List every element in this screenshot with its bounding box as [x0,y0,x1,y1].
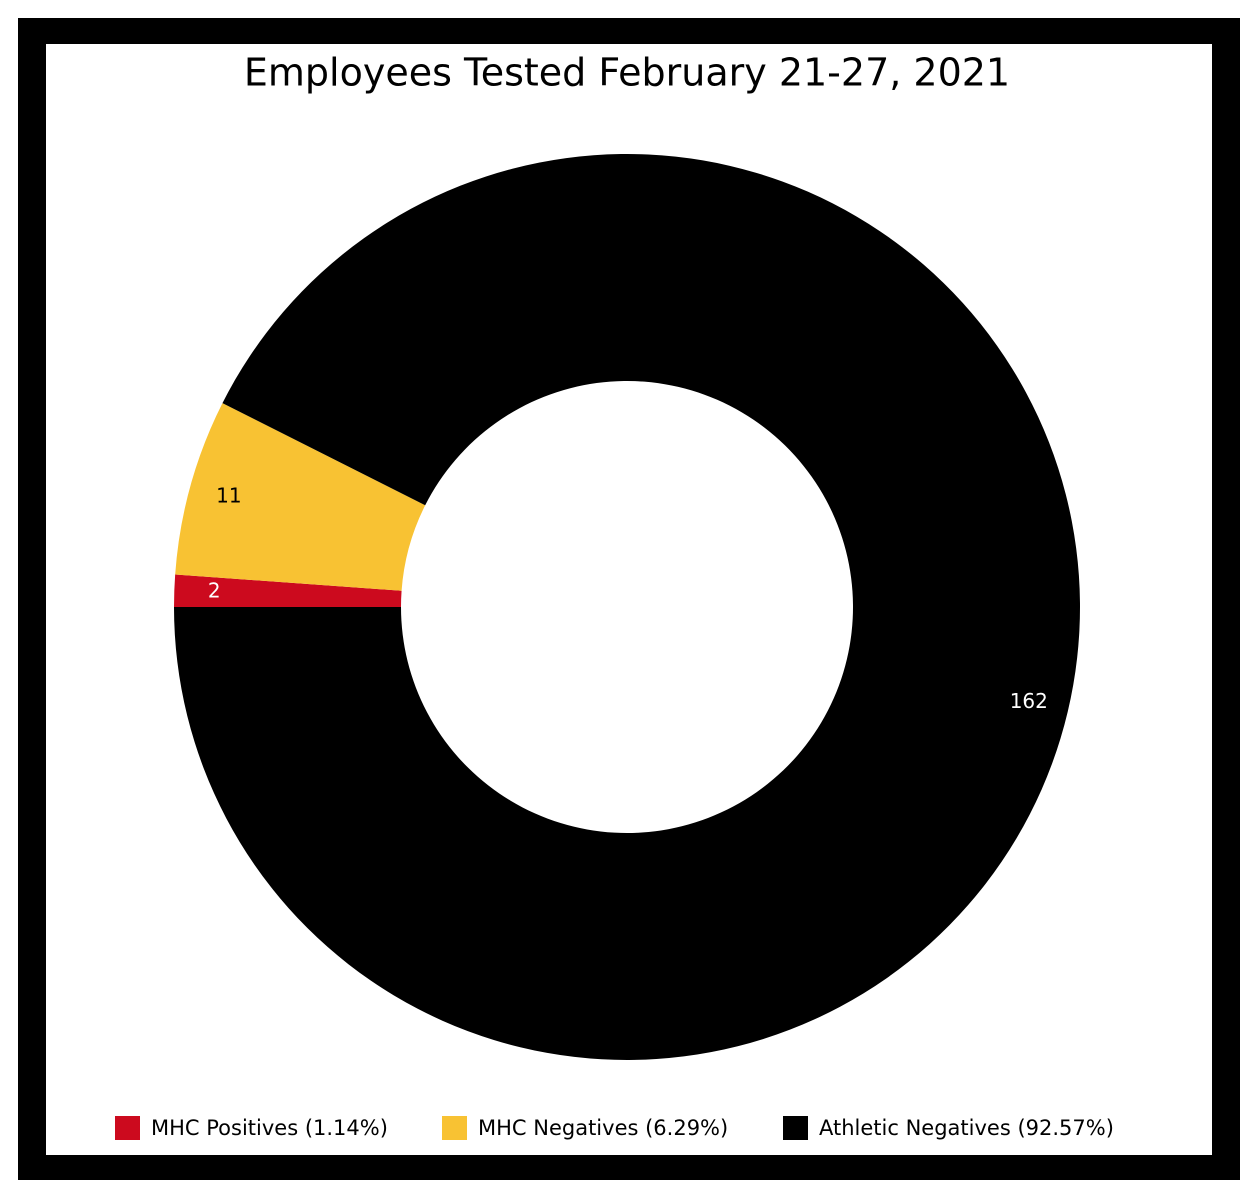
legend-swatch [115,1116,140,1140]
data-label: 11 [216,484,241,508]
donut-slice [175,403,426,591]
chart-title: Employees Tested February 21-27, 2021 [244,51,1010,95]
legend-label: MHC Negatives (6.29%) [478,1116,728,1140]
legend-label: Athletic Negatives (92.57%) [819,1116,1114,1140]
data-label: 162 [1010,689,1048,713]
donut-slice [174,574,402,607]
donut-slice [174,153,1080,1061]
legend-swatch [783,1116,808,1140]
legend-label: MHC Positives (1.14%) [151,1116,388,1140]
data-label: 2 [208,579,221,603]
legend-swatch [442,1116,467,1140]
